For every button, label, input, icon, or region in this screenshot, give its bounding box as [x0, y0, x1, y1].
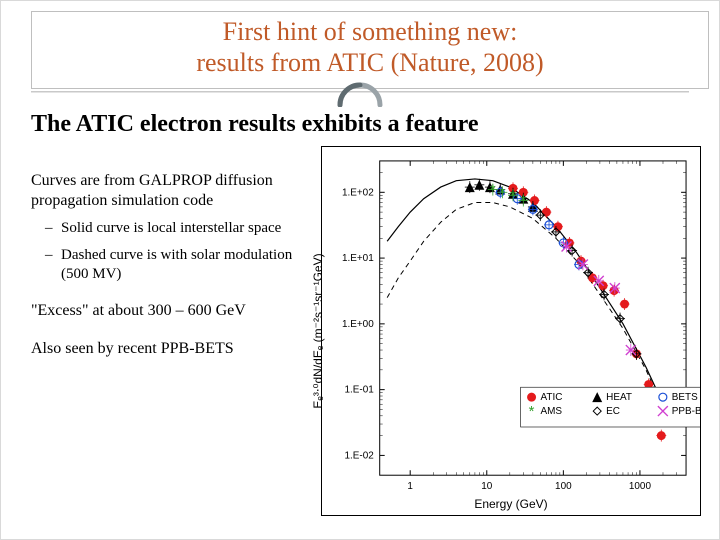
y-axis-label: Eₑ³⋅⁰dN/dEₑ (m⁻²s⁻¹sr⁻¹GeV)	[311, 253, 325, 408]
svg-text:HEAT: HEAT	[606, 392, 632, 403]
svg-text:1.E+01: 1.E+01	[342, 253, 374, 264]
svg-text:*: *	[490, 183, 496, 199]
title-line-2: results from ATIC (Nature, 2008)	[40, 47, 700, 78]
sub-bullet-solid: Solid curve is local interstellar space	[49, 219, 311, 238]
svg-text:*: *	[510, 188, 516, 204]
subtitle: The ATIC electron results exhibits a fea…	[31, 111, 479, 138]
slide: First hint of something new: results fro…	[0, 0, 720, 540]
svg-text:1.E+00: 1.E+00	[342, 319, 374, 330]
svg-text:EC: EC	[606, 406, 620, 417]
left-column: Curves are from GALPROP diffusion propag…	[31, 171, 311, 377]
bullet-text: Curves are from GALPROP diffusion propag…	[31, 172, 273, 209]
svg-text:*: *	[499, 185, 505, 201]
svg-text:*: *	[529, 404, 535, 420]
bullet-ppb: Also seen by recent PPB-BETS	[31, 339, 311, 359]
svg-text:1000: 1000	[629, 481, 652, 492]
svg-text:1.E-02: 1.E-02	[344, 450, 374, 461]
svg-text:1.E-01: 1.E-01	[344, 385, 374, 396]
svg-text:ATIC: ATIC	[541, 392, 563, 403]
chart: Eₑ³⋅⁰dN/dEₑ (m⁻²s⁻¹sr⁻¹GeV) Energy (GeV)…	[321, 146, 701, 516]
svg-text:BETS: BETS	[672, 392, 698, 403]
svg-text:10: 10	[481, 481, 493, 492]
chart-svg: 1 10 100 1000 1.E-02 1.E-01 1.E+00 1.E+01 1.E+02…	[322, 147, 700, 515]
x-axis-label: Energy (GeV)	[322, 497, 700, 511]
title-line-1: First hint of something new:	[40, 16, 700, 47]
svg-text:AMS: AMS	[541, 406, 563, 417]
svg-text:PPB-BETS: PPB-BETS	[672, 406, 700, 417]
arc-decoration-icon	[336, 79, 384, 107]
title-box: First hint of something new: results fro…	[31, 11, 709, 89]
svg-text:1.E+02: 1.E+02	[342, 187, 374, 198]
bullet-excess: "Excess" at about 300 – 600 GeV	[31, 301, 311, 321]
bullet-galprop: Curves are from GALPROP diffusion propag…	[31, 171, 311, 283]
sub-bullet-dashed: Dashed curve is with solar modulation (5…	[49, 246, 311, 284]
svg-text:*: *	[520, 193, 526, 209]
svg-text:1: 1	[407, 481, 413, 492]
svg-text:100: 100	[555, 481, 572, 492]
